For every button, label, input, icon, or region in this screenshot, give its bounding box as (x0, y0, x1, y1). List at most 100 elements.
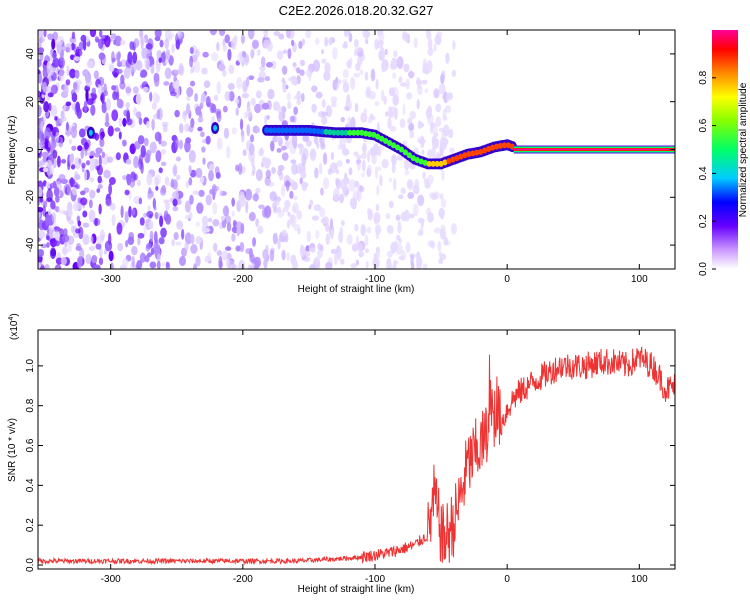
noise-speck (52, 57, 60, 68)
noise-speck (40, 121, 44, 132)
noise-speck (338, 231, 343, 244)
noise-speck (355, 154, 362, 160)
noise-speck (68, 219, 74, 225)
ridge-core (283, 127, 290, 134)
noise-speck (282, 49, 288, 55)
noise-speck (135, 60, 143, 71)
noise-speck (301, 153, 307, 166)
noise-speck (231, 197, 235, 207)
noise-speck (359, 69, 364, 76)
noise-speck (60, 110, 65, 119)
noise-speck (250, 97, 256, 106)
noise-speck (90, 150, 96, 156)
noise-speck (173, 69, 181, 75)
noise-speck (82, 39, 87, 51)
noise-speck (276, 50, 284, 60)
noise-speck (46, 242, 50, 248)
noise-speck (65, 43, 73, 53)
noise-speck (65, 79, 71, 86)
noise-speck (354, 48, 358, 57)
noise-speck (69, 72, 75, 78)
noise-speck (82, 210, 88, 218)
noise-speck (132, 51, 138, 64)
noise-speck (400, 82, 407, 87)
noise-speck (50, 200, 56, 210)
noise-speck (271, 167, 276, 175)
noise-speck (290, 159, 297, 164)
ridge-core (351, 129, 357, 136)
ridge-core (347, 129, 353, 136)
noise-speck (137, 179, 141, 187)
noise-speck (321, 99, 326, 108)
noise-speck (272, 232, 278, 245)
noise-speck (70, 125, 78, 139)
noise-speck (207, 251, 212, 262)
noise-speck (158, 237, 165, 245)
noise-speck (127, 51, 133, 64)
noise-speck (172, 179, 178, 190)
noise-speck (177, 30, 183, 39)
noise-speck (281, 65, 288, 75)
noise-speck (366, 226, 372, 234)
noise-speck (340, 178, 348, 192)
noise-speck (433, 43, 437, 52)
noise-speck (431, 137, 440, 150)
noise-speck (364, 234, 369, 247)
noise-speck (137, 135, 145, 145)
noise-speck (197, 117, 204, 123)
noise-speck (60, 256, 67, 266)
noise-speck (150, 247, 155, 256)
noise-speck (86, 60, 94, 69)
noise-speck (152, 92, 159, 105)
noise-speck (52, 149, 58, 159)
noise-speck (292, 140, 298, 149)
noise-speck (190, 117, 195, 128)
noise-speck (99, 127, 105, 141)
noise-speck (145, 42, 153, 50)
noise-speck (117, 242, 124, 252)
noise-speck (224, 215, 232, 225)
noise-speck (320, 187, 324, 196)
noise-speck (376, 185, 380, 196)
noise-speck (78, 128, 86, 138)
noise-speck (383, 95, 388, 105)
ridge-core (359, 129, 365, 136)
noise-speck (300, 92, 305, 103)
noise-speck (360, 112, 368, 123)
noise-speck (236, 76, 243, 89)
snr-panel: -300 -200 -100 0 100 0.0 0.2 0.4 0.6 0.8 1.0 Heigh… (7, 313, 676, 595)
noise-speck (95, 147, 103, 154)
noise-speck (319, 207, 326, 218)
noise-speck (147, 252, 152, 258)
noise-speck (322, 152, 328, 165)
noise-speck (379, 46, 385, 56)
noise-speck (277, 169, 282, 176)
noise-speck (377, 145, 382, 157)
noise-speck (108, 183, 113, 196)
noise-speck (428, 31, 432, 44)
noise-speck (189, 55, 194, 68)
noise-speck (239, 118, 244, 131)
noise-speck (363, 108, 367, 115)
noise-speck (197, 126, 203, 132)
noise-speck (199, 176, 205, 183)
noise-speck (38, 248, 45, 258)
noise-speck (154, 131, 162, 142)
noise-speck (104, 35, 111, 48)
noise-speck (278, 111, 285, 122)
noise-speck (85, 253, 92, 265)
noise-speck (301, 38, 306, 46)
ridge-core (267, 127, 274, 134)
ridge-core (390, 142, 397, 149)
noise-speck (245, 76, 250, 88)
noise-speck (415, 79, 422, 86)
noise-speck (82, 233, 90, 246)
noise-speck (193, 60, 201, 73)
noise-speck (75, 48, 83, 57)
noise-speck (133, 107, 138, 116)
noise-speck (387, 117, 392, 129)
ridge-core (275, 127, 282, 134)
noise-speck (74, 173, 81, 181)
noise-speck (103, 169, 111, 179)
noise-speck (232, 220, 237, 227)
